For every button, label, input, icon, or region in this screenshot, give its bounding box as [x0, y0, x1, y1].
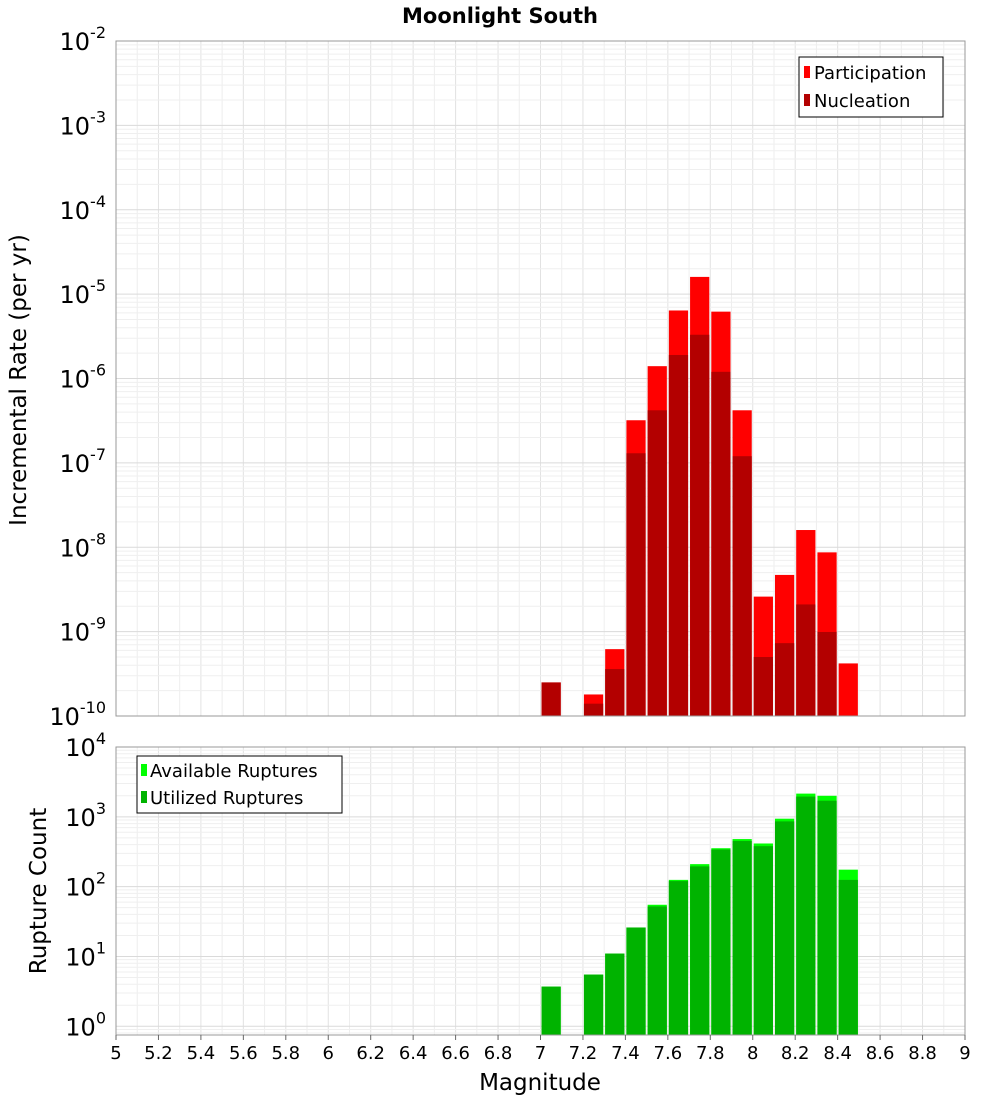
rate-bar-nucleation: [690, 334, 710, 716]
rate-gridlines: [115, 40, 966, 717]
rate-bar-nucleation: [605, 669, 625, 716]
rate-bar-nucleation: [753, 657, 773, 716]
x-tick-label: 7.6: [654, 1043, 683, 1064]
x-tick-label: 6.4: [399, 1043, 428, 1064]
count-bar-utilized-ruptures: [838, 879, 858, 1035]
count-bar-utilized-ruptures: [711, 849, 731, 1035]
y-tick-label: 104: [65, 729, 106, 762]
x-tick-label: 7.4: [611, 1043, 640, 1064]
count-bar-utilized-ruptures: [796, 796, 816, 1035]
rate-bar-nucleation: [711, 371, 731, 716]
x-tick-label: 6.6: [441, 1043, 470, 1064]
x-tick-label: 8.8: [908, 1043, 937, 1064]
y-tick-label: 102: [65, 869, 106, 902]
legend-label-utilized: Utilized Ruptures: [150, 788, 303, 809]
x-tick-label: 8: [747, 1043, 758, 1064]
rate-y-tick-labels: 10-2 10-3 10-4 10-5 10-6 10-7 10-8 10-9 10-10: [49, 23, 106, 731]
chart-title: Moonlight South: [402, 4, 598, 28]
x-tick-label: 6: [323, 1043, 334, 1064]
legend-label-participation: Participation: [814, 63, 926, 84]
count-bar-utilized-ruptures: [541, 986, 561, 1035]
count-legend: Available Ruptures Utilized Ruptures: [136, 755, 343, 814]
rate-plot-border: [115, 40, 966, 717]
rate-bar-nucleation: [626, 453, 646, 716]
count-bar-utilized-ruptures: [774, 821, 795, 1035]
rate-bar-nucleation: [774, 643, 795, 716]
legend-label-available: Available Ruptures: [150, 761, 318, 782]
count-bar-utilized-ruptures: [626, 927, 646, 1035]
x-tick-label: 5.6: [229, 1043, 258, 1064]
legend-swatch-utilized: [141, 791, 147, 803]
rate-bars: [541, 276, 858, 716]
x-tick-label: 7: [535, 1043, 546, 1064]
y-tick-label: 10-10: [49, 698, 106, 731]
count-bar-utilized-ruptures: [668, 881, 689, 1035]
rate-bar-nucleation: [796, 604, 816, 716]
count-bars: [541, 793, 858, 1035]
count-bar-utilized-ruptures: [690, 866, 710, 1035]
rate-bar-nucleation: [583, 703, 604, 716]
x-tick-labels: 5 5.2 5.4 5.6 5.8 6 6.2 6.4 6.6 6.8 7 7.2 7.4 7.6 7.8 8…: [110, 1035, 971, 1064]
x-tick-label: 9: [959, 1043, 970, 1064]
x-tick-label: 6.2: [356, 1043, 385, 1064]
count-y-axis-label: Rupture Count: [26, 808, 52, 974]
count-bar-utilized-ruptures: [605, 953, 625, 1035]
y-tick-label: 10-7: [60, 445, 107, 478]
x-tick-label: 8.4: [823, 1043, 852, 1064]
count-bar-utilized-ruptures: [647, 906, 667, 1035]
x-tick-label: 5.4: [187, 1043, 216, 1064]
rate-bar-nucleation: [541, 682, 561, 716]
x-tick-label: 8.2: [781, 1043, 810, 1064]
rate-bar-nucleation: [817, 631, 837, 716]
count-bar-utilized-ruptures: [732, 841, 752, 1035]
y-tick-label: 10-5: [60, 276, 107, 309]
legend-swatch-participation: [804, 66, 810, 78]
rate-bar-nucleation: [647, 410, 667, 716]
x-tick-label: 6.8: [484, 1043, 513, 1064]
rate-legend: Participation Nucleation: [798, 56, 944, 118]
x-tick-label: 5.8: [271, 1043, 300, 1064]
count-legend-box: [136, 755, 343, 814]
x-tick-label: 5.2: [144, 1043, 173, 1064]
y-tick-label: 10-6: [60, 361, 107, 394]
rate-bar-nucleation: [732, 456, 752, 716]
x-tick-label: 8.6: [866, 1043, 895, 1064]
x-tick-label: 5: [110, 1043, 121, 1064]
rate-bar-nucleation: [668, 354, 689, 716]
y-tick-label: 10-3: [60, 107, 107, 140]
y-tick-label: 10-9: [60, 614, 107, 647]
count-bar-utilized-ruptures: [753, 846, 773, 1035]
y-tick-label: 101: [65, 938, 106, 971]
y-tick-label: 100: [65, 1008, 106, 1041]
legend-label-nucleation: Nucleation: [814, 91, 910, 112]
count-panel: 104 103 102 101 100 Rupture Count 5 5.2 5.4 5.6…: [26, 729, 971, 1096]
y-tick-label: 10-2: [60, 23, 107, 56]
rate-panel: 10-2 10-3 10-4 10-5 10-6 10-7 10-8 10-9 10-10 In…: [6, 23, 966, 731]
x-axis-label: Magnitude: [479, 1070, 601, 1096]
legend-swatch-nucleation: [804, 94, 810, 106]
y-tick-label: 10-4: [60, 192, 107, 225]
x-tick-label: 7.8: [696, 1043, 725, 1064]
count-y-tick-labels: 104 103 102 101 100: [65, 729, 106, 1041]
rate-y-axis-label: Incremental Rate (per yr): [6, 234, 32, 526]
count-bar-utilized-ruptures: [583, 974, 604, 1035]
y-tick-label: 10-8: [60, 529, 107, 562]
count-bar-utilized-ruptures: [817, 800, 837, 1035]
rate-bar-participation: [838, 663, 858, 716]
rate-legend-box: [798, 56, 944, 118]
x-tick-label: 7.2: [569, 1043, 598, 1064]
y-tick-label: 103: [65, 799, 106, 832]
legend-swatch-available: [141, 764, 147, 776]
